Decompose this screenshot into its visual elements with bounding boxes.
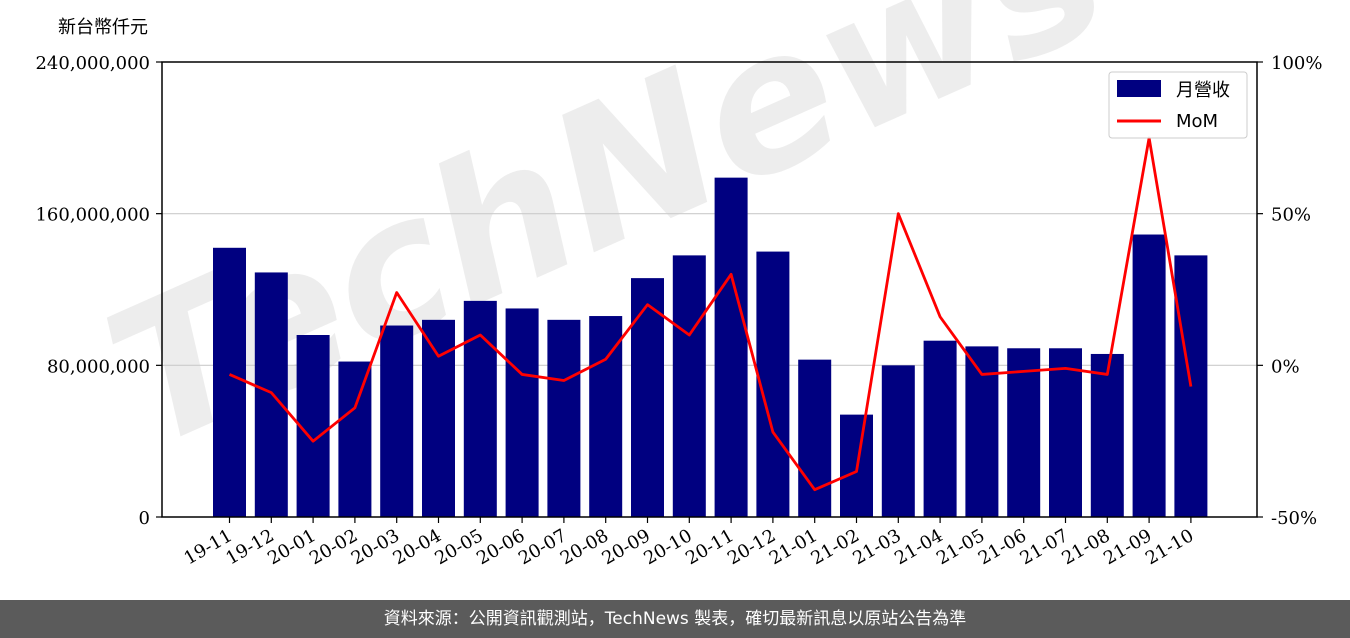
revenue-chart: TechNews 新台幣仟元 080,000,000160,000,000240… [35, 0, 1322, 569]
bar [1132, 234, 1166, 518]
y-left-tick-label: 0 [139, 508, 150, 529]
bar [1049, 348, 1082, 517]
bar [547, 319, 581, 517]
bar [213, 247, 246, 517]
bar [463, 300, 497, 517]
bar [422, 319, 455, 517]
bar [505, 308, 539, 517]
y-right-tick-label: 100% [1271, 53, 1322, 74]
legend-label-revenue: 月營收 [1176, 80, 1230, 101]
bar [589, 316, 623, 517]
y-right-tick-label: 50% [1271, 205, 1311, 226]
bar [1007, 348, 1041, 517]
bar [923, 340, 957, 517]
source-footer: 資料來源：公開資訊觀測站，TechNews 製表，確切最新訊息以原站公告為準 [0, 600, 1350, 638]
bar [672, 255, 706, 517]
bar [714, 177, 748, 518]
y-right-tick-label: 0% [1271, 356, 1300, 377]
legend: 月營收 MoM [1108, 71, 1248, 139]
y-left-tick-label: 80,000,000 [47, 356, 150, 377]
bar [296, 335, 330, 517]
bar [380, 325, 414, 517]
legend-label-mom: MoM [1176, 111, 1218, 132]
y-left-tick-label: 240,000,000 [35, 53, 150, 74]
y-left-tick-label: 160,000,000 [35, 205, 150, 226]
bar [756, 251, 790, 518]
x-tick-label: 21-10 [1142, 525, 1197, 569]
y-right-tick-label: -50% [1271, 508, 1317, 529]
plot-frame [161, 61, 1258, 518]
bar [798, 359, 832, 517]
mom-line [228, 136, 1193, 492]
bar [965, 346, 999, 517]
y-unit-label: 新台幣仟元 [58, 17, 148, 38]
bar [881, 365, 915, 517]
bar [338, 361, 372, 517]
legend-bar-swatch [1117, 80, 1161, 97]
bar [1090, 353, 1124, 517]
line-series [228, 136, 1193, 492]
